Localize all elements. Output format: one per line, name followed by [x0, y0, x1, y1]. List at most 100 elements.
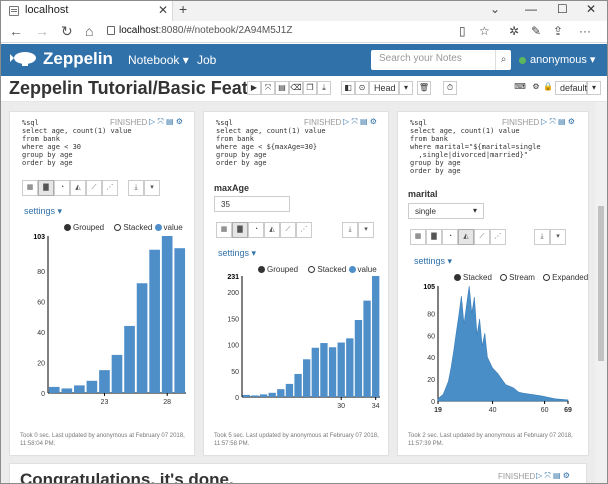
pen-icon[interactable]: ✎ [531, 24, 542, 38]
area-chart-3: 0 20 40 60 80 105 19 40 60 69 [423, 284, 572, 414]
marital-select[interactable]: single ▾ [408, 203, 484, 219]
settings-toggle[interactable]: settings ▾ [414, 256, 453, 266]
download-dropdown-icon[interactable]: ▾ [550, 229, 566, 245]
scatter-chart-icon[interactable]: ⋰ [102, 180, 118, 196]
run-paragraph-icon[interactable]: ▷ ⤧ ▤ ⚙ [536, 471, 570, 480]
visualization-toolbar: ▦ ▇ ◔ ◭ ⟋ ⋰ ⤓ ▾ [410, 229, 590, 245]
reading-view-icon[interactable]: ▯ [459, 24, 466, 38]
head-revision-select[interactable]: Head [369, 81, 399, 95]
tab-menu-icon[interactable]: ⌄ [490, 2, 501, 16]
url-field[interactable]: localhost:8080/#/notebook/2A94M5J1Z [119, 25, 293, 36]
scatter-chart-icon[interactable]: ⋰ [490, 229, 506, 245]
bar-chart-icon[interactable]: ▇ [426, 229, 442, 245]
pie-chart-icon[interactable]: ◔ [248, 222, 264, 238]
line-chart-icon[interactable]: ⟋ [474, 229, 490, 245]
pie-chart-icon[interactable]: ◔ [442, 229, 458, 245]
home-icon[interactable]: ⌂ [85, 23, 94, 39]
legend-grouped[interactable]: Grouped [64, 223, 104, 232]
zeppelin-brand[interactable]: Zeppelin [43, 49, 113, 68]
download-icon[interactable]: ⤓ [342, 222, 358, 238]
legend-stacked[interactable]: Stacked [114, 223, 152, 232]
y-tick-label: 150 [227, 316, 239, 323]
bar-chart-icon[interactable]: ▇ [38, 180, 54, 196]
bar-chart-icon[interactable]: ▇ [232, 222, 248, 238]
download-dropdown-icon[interactable]: ▾ [358, 222, 374, 238]
run-paragraph-icon[interactable]: ▷ ⤧ ▤ ⚙ [149, 117, 183, 126]
area-chart-icon[interactable]: ◭ [458, 229, 474, 245]
area-chart-icon[interactable]: ◭ [264, 222, 280, 238]
legend-stacked[interactable]: Stacked [308, 265, 346, 274]
area-chart-icon[interactable]: ◭ [70, 180, 86, 196]
scrollbar-thumb[interactable] [598, 206, 604, 361]
notebook-menu[interactable]: Notebook ▾ [128, 53, 189, 67]
legend-value[interactable]: value [154, 223, 183, 232]
legend-value[interactable]: value [348, 265, 377, 274]
download-dropdown-icon[interactable]: ▾ [144, 180, 160, 196]
show-hide-code-button[interactable]: ⤧ [261, 81, 275, 95]
paragraph-1: FINISHED ▷ ⤧ ▤ ⚙ %sql select age, count(… [9, 111, 195, 456]
interpreter-settings-icon[interactable]: ⚙ [529, 81, 543, 95]
page-title[interactable]: Zeppelin Tutorial/Basic Featu... [9, 78, 274, 98]
layout-dropdown-icon[interactable]: ▾ [587, 81, 601, 95]
settings-toggle[interactable]: settings ▾ [24, 206, 63, 216]
clear-output-button[interactable]: ⌫ [289, 81, 303, 95]
show-hide-output-button[interactable]: ▤ [275, 81, 289, 95]
scheduler-icon[interactable]: ⏱ [443, 81, 457, 95]
revision-dropdown-icon[interactable]: ▾ [399, 81, 413, 95]
run-paragraph-icon[interactable]: ▷ ⤧ ▤ ⚙ [541, 117, 575, 126]
keyboard-shortcut-icon[interactable]: ⌨ [513, 81, 527, 95]
close-tab-icon[interactable]: ✕ [158, 3, 169, 17]
legend-stream[interactable]: Stream [500, 273, 535, 282]
y-max-label: 231 [227, 274, 239, 281]
maxage-input[interactable]: 35 [214, 196, 290, 212]
bar [99, 370, 110, 393]
table-view-icon[interactable]: ▦ [216, 222, 232, 238]
code-editor[interactable]: %sql select age, count(1) value from ban… [216, 119, 326, 167]
table-view-icon[interactable]: ▦ [410, 229, 426, 245]
code-editor[interactable]: %sql select age, count(1) value from ban… [410, 119, 541, 175]
delete-note-icon[interactable]: 🗑 [417, 81, 431, 95]
export-note-button[interactable]: ⤓ [317, 81, 331, 95]
commit-button[interactable]: ⊙ [355, 81, 369, 95]
pie-chart-icon[interactable]: ◔ [54, 180, 70, 196]
refresh-icon[interactable]: ↻ [61, 23, 73, 39]
download-icon[interactable]: ⤓ [534, 229, 550, 245]
more-icon[interactable]: ··· [579, 24, 591, 38]
site-info-icon[interactable] [107, 26, 115, 35]
run-all-button[interactable]: ▶ [247, 81, 261, 95]
bar-chart-2: 0 50 100 150 200 231 30 34 [227, 274, 380, 410]
search-icon[interactable]: ⌕ [495, 50, 511, 70]
zeppelin-logo-icon[interactable] [9, 48, 39, 70]
line-chart-icon[interactable]: ⟋ [86, 180, 102, 196]
legend-stacked[interactable]: Stacked [454, 273, 492, 282]
legend-grouped[interactable]: Grouped [258, 265, 298, 274]
maximize-icon[interactable]: ☐ [557, 2, 568, 16]
layout-select[interactable]: default [555, 81, 587, 95]
minimize-icon[interactable]: — [525, 2, 537, 16]
table-view-icon[interactable]: ▦ [22, 180, 38, 196]
version-control-button[interactable]: ◧ [341, 81, 355, 95]
download-icon[interactable]: ⤓ [128, 180, 144, 196]
clone-note-button[interactable]: ❐ [303, 81, 317, 95]
search-input[interactable]: Search your Notes [371, 50, 495, 70]
new-tab-icon[interactable]: + [179, 1, 188, 17]
legend-expanded[interactable]: Expanded [543, 273, 588, 282]
forward-icon[interactable]: → [35, 23, 49, 39]
line-chart-icon[interactable]: ⟋ [280, 222, 296, 238]
close-window-icon[interactable]: ✕ [586, 2, 597, 16]
share-icon[interactable]: ⇪ [553, 24, 564, 38]
job-menu[interactable]: Job [197, 53, 217, 67]
back-icon[interactable]: ← [9, 23, 23, 39]
user-menu[interactable]: anonymous ▾ [530, 54, 596, 66]
browser-tab[interactable]: localhost ✕ [1, 1, 173, 21]
bar [277, 389, 285, 397]
permissions-lock-icon[interactable]: 🔒 [541, 81, 555, 95]
y-tick-label: 40 [427, 355, 435, 362]
paragraph-status: FINISHED [502, 118, 540, 127]
run-paragraph-icon[interactable]: ▷ ⤧ ▤ ⚙ [343, 117, 377, 126]
scatter-chart-icon[interactable]: ⋰ [296, 222, 312, 238]
favorites-list-icon[interactable]: ✲ [509, 24, 520, 38]
settings-toggle[interactable]: settings ▾ [218, 248, 257, 258]
code-editor[interactable]: %sql select age, count(1) value from ban… [22, 119, 132, 167]
favorite-star-icon[interactable]: ☆ [479, 24, 490, 38]
